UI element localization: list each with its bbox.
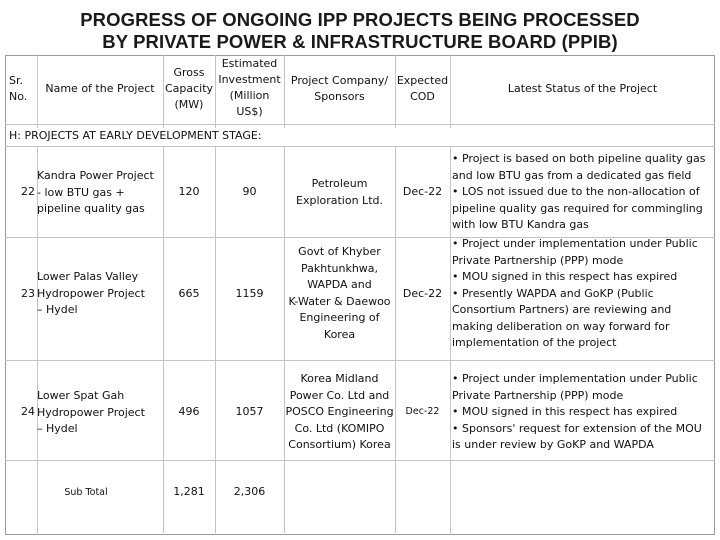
grid-line <box>5 360 715 361</box>
row-23-project-name: Lower Palas Valley Hydropower Project – … <box>37 270 145 316</box>
row-22-status: • Project is based on both pipeline qual… <box>452 152 706 231</box>
row-24-company: Korea Midland Power Co. Ltd and POSCO En… <box>285 372 394 451</box>
header-expected-cod: Expected COD <box>396 74 449 103</box>
header-project-name: Name of the Project <box>45 82 155 95</box>
row-22-capacity: 120 <box>178 185 200 198</box>
row-24-sr: 24 <box>21 405 35 418</box>
row-23-status: • Project under implementation under Pub… <box>452 237 698 349</box>
row-22-investment: 90 <box>242 185 257 198</box>
subtotal-investment: 2,306 <box>233 485 266 498</box>
projects-table <box>5 55 715 535</box>
grid-line <box>37 146 38 535</box>
grid-line <box>395 55 396 128</box>
grid-line <box>37 55 38 128</box>
subtotal-capacity: 1,281 <box>173 485 205 498</box>
row-23-cod: Dec-22 <box>402 287 443 300</box>
section-heading: H: PROJECTS AT EARLY DEVELOPMENT STAGE: <box>9 129 262 142</box>
header-latest-status: Latest Status of the Project <box>507 82 658 95</box>
row-24-capacity: 496 <box>178 405 200 418</box>
grid-line <box>450 55 451 128</box>
row-22-sr: 22 <box>21 185 35 198</box>
row-24-project-name: Lower Spat Gah Hydropower Project – Hyde… <box>37 389 145 435</box>
grid-line <box>450 146 451 535</box>
header-estimated-investment: Estimated Investment (Million US$) <box>218 57 281 118</box>
title-line-1: PROGRESS OF ONGOING IPP PROJECTS BEING P… <box>80 9 640 30</box>
grid-line <box>5 146 715 147</box>
row-23-investment: 1159 <box>235 287 264 300</box>
grid-line <box>5 460 715 461</box>
row-22-cod: Dec-22 <box>402 185 443 198</box>
grid-line <box>5 237 715 238</box>
title-line-2: BY PRIVATE POWER & INFRASTRUCTURE BOARD … <box>102 31 618 52</box>
header-gross-capacity: Gross Capacity (MW) <box>164 66 214 111</box>
grid-line <box>163 146 164 535</box>
grid-line <box>163 55 164 128</box>
grid-line <box>284 55 285 128</box>
grid-line <box>395 146 396 535</box>
row-22-company: Petroleum Exploration Ltd. <box>296 177 383 207</box>
grid-line <box>215 146 216 535</box>
row-23-sr: 23 <box>21 287 35 300</box>
row-23-capacity: 665 <box>178 287 200 300</box>
grid-line <box>5 124 715 125</box>
row-24-investment: 1057 <box>235 405 264 418</box>
subtotal-label: Sub Total <box>64 487 108 498</box>
row-24-status: • Project under implementation under Pub… <box>452 372 702 451</box>
header-sr-no: Sr. No. <box>9 74 28 103</box>
grid-line <box>284 146 285 535</box>
row-22-project-name: Kandra Power Project - low BTU gas + pip… <box>37 169 154 215</box>
header-project-company: Project Company/ Sponsors <box>290 74 389 103</box>
grid-line <box>215 55 216 128</box>
row-24-cod: Dec-22 <box>405 406 440 417</box>
page-title: PROGRESS OF ONGOING IPP PROJECTS BEING P… <box>0 9 720 53</box>
row-23-company: Govt of Khyber Pakhtunkhwa, WAPDA and K-… <box>288 245 391 341</box>
